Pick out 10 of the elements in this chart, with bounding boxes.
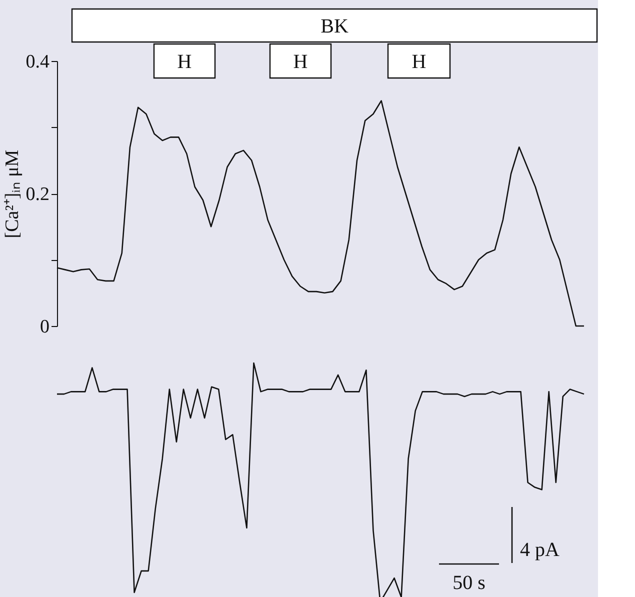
y-tick-label: 0	[40, 316, 50, 338]
y-tick-label: 0.4	[26, 52, 50, 72]
y-axis-title: [Ca²⁺]ᵢₙ μM	[2, 150, 23, 238]
annotation: H	[177, 51, 192, 73]
annotation: 50 s	[452, 572, 486, 594]
annotation: H	[412, 51, 426, 73]
text: BK	[320, 16, 349, 38]
annotation: 4 pA	[520, 539, 560, 561]
annotation: H	[293, 51, 308, 73]
y-tick-label: 0.2	[26, 184, 50, 205]
